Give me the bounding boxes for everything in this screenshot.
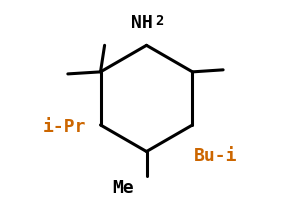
- Text: Bu-i: Bu-i: [194, 146, 238, 164]
- Text: 2: 2: [156, 14, 164, 28]
- Text: Me: Me: [112, 178, 134, 196]
- Text: i-Pr: i-Pr: [43, 117, 86, 135]
- Text: NH: NH: [130, 14, 152, 32]
